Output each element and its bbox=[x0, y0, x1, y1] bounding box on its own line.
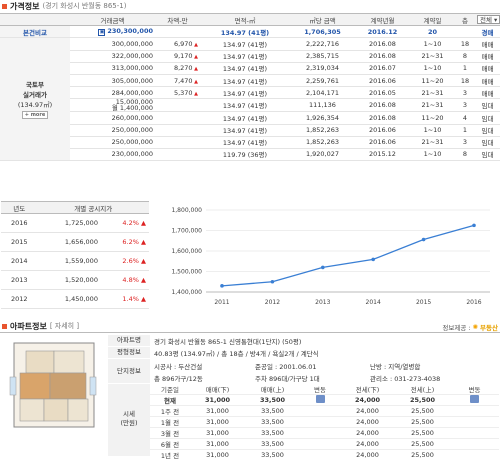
price-row: 322,000,000 9,170 ▲ 134.97 (41평) 2,385,715 2… bbox=[0, 50, 500, 63]
floorplan-image bbox=[9, 342, 97, 428]
x-tick-label: 2011 bbox=[214, 299, 229, 306]
col-ym: 계약년월 bbox=[355, 12, 410, 27]
more-button[interactable]: + more bbox=[21, 111, 49, 120]
data-point bbox=[321, 265, 325, 270]
quote-row: 1월 전 31,000 33,500 24,000 25,500 bbox=[150, 416, 499, 428]
up-arrow-icon: ▲ bbox=[192, 54, 198, 61]
quote-row: 1주 전 31,000 33,500 24,000 25,500 bbox=[150, 405, 499, 417]
change-indicator-icon bbox=[470, 395, 479, 403]
col-floor: 층 bbox=[455, 12, 475, 27]
official-row: 2016 1,725,000 4.2% ▲ bbox=[1, 213, 149, 233]
price-row: 15,000,000 월 1,400,000 134.97 (41평) 111,136… bbox=[0, 98, 500, 113]
price-table: 거래금액 차액-만 면적-㎡ ㎡당 금액 계약년월 계약일 층 전체 ▾ 본건비… bbox=[0, 12, 500, 162]
up-arrow-icon: ▲ bbox=[192, 66, 198, 73]
official-row: 2013 1,520,000 4.8% ▲ bbox=[1, 270, 149, 290]
reference-icon: ▣ bbox=[98, 29, 106, 37]
bullet-icon bbox=[2, 323, 7, 329]
data-point bbox=[270, 279, 275, 284]
up-arrow-icon: ▲ bbox=[192, 41, 198, 48]
apt-area: 40.83평 (134.97㎡) / 총 18층 / 방4개 / 욕실2개 / … bbox=[154, 350, 319, 358]
change-indicator-icon bbox=[315, 395, 325, 403]
sun-icon: ✺ bbox=[472, 323, 479, 331]
quote-row: 6월 전 31,000 33,500 24,000 25,500 bbox=[150, 438, 499, 450]
data-point bbox=[472, 223, 476, 228]
x-tick-label: 2016 bbox=[466, 299, 481, 306]
y-tick-label: 1,600,000 bbox=[171, 248, 202, 255]
up-arrow-icon: ▲ bbox=[138, 219, 146, 227]
price-section-title: 가격정보 (경기 화성시 반월동 865-1) bbox=[2, 0, 126, 12]
quote-table: 기준일 매매(下) 매매(上) 변동 전세(下) 전세(上) 변동 현재 31,000 33,5… bbox=[150, 384, 499, 460]
type-filter-select[interactable]: 전체 ▾ bbox=[477, 15, 500, 25]
x-tick-label: 2013 bbox=[315, 299, 330, 306]
price-row: 250,000,000 134.97 (41평) 1,852,263 2016.06 1… bbox=[0, 124, 500, 137]
quote-row: 1년 전 31,000 33,500 24,000 25,500 bbox=[150, 449, 499, 460]
up-arrow-icon: ▲ bbox=[192, 78, 198, 85]
col-day: 계약일 bbox=[410, 12, 455, 27]
up-arrow-icon: ▲ bbox=[138, 276, 146, 284]
official-row: 2012 1,450,000 1.4% ▲ bbox=[1, 289, 149, 309]
col-amount: 거래금액 bbox=[70, 12, 155, 27]
ref-label: 본건비교 bbox=[0, 25, 70, 39]
y-tick-label: 1,800,000 bbox=[171, 207, 202, 214]
x-tick-label: 2012 bbox=[265, 299, 280, 306]
col-per-m2: ㎡당 금액 bbox=[290, 12, 355, 27]
apt-name: 경기 화성시 반월동 865-1 신영통현대(1단지) (50평) bbox=[154, 338, 302, 346]
official-row: 2015 1,656,000 6.2% ▲ bbox=[1, 232, 149, 252]
x-tick-label: 2014 bbox=[366, 299, 381, 306]
info-provider: 정보제공 : ✺ 부동산 bbox=[442, 323, 498, 332]
col-area: 면적-㎡ bbox=[200, 12, 290, 27]
y-tick-label: 1,400,000 bbox=[171, 289, 202, 296]
data-point bbox=[220, 284, 224, 288]
series-line bbox=[221, 224, 475, 287]
bullet-icon bbox=[2, 3, 7, 9]
price-row: 284,000,000 5,370 ▲ 134.97 (41평) 2,104,171 2… bbox=[0, 86, 500, 100]
price-row: 313,000,000 8,270 ▲ 134.97 (41평) 2,319,034 2… bbox=[0, 62, 500, 75]
apt-detail-link[interactable]: [ 자세히 ] bbox=[49, 322, 80, 330]
up-arrow-icon: ▲ bbox=[138, 257, 146, 265]
official-row: 2014 1,559,000 2.6% ▲ bbox=[1, 251, 149, 271]
y-tick-label: 1,500,000 bbox=[171, 269, 202, 276]
reference-row: 본건비교 ▣ 230,300,000 134.97 (41평) 1,706,305… bbox=[0, 25, 500, 39]
price-table-header: 거래금액 차액-만 면적-㎡ ㎡당 금액 계약년월 계약일 층 전체 ▾ bbox=[0, 12, 500, 27]
y-tick-label: 1,700,000 bbox=[171, 228, 202, 235]
apt-section-title: 아파트정보 [ 자세히 ] bbox=[2, 320, 79, 332]
up-arrow-icon: ▲ bbox=[192, 90, 198, 97]
price-row: 국토부 실거래가 (134.97㎡) + more 300,000,000 6,970 ▲… bbox=[0, 37, 500, 162]
official-price-table: 년도 개별 공시지가 2016 1,725,000 4.2% ▲ 2015 1,656,… bbox=[1, 201, 149, 309]
quote-row: 3월 전 31,000 33,500 24,000 25,500 bbox=[150, 427, 499, 439]
col-diff: 차액-만 bbox=[155, 12, 200, 27]
up-arrow-icon: ▲ bbox=[138, 295, 146, 303]
x-tick-label: 2015 bbox=[416, 299, 431, 306]
quote-row: 현재 31,000 33,500 24,000 25,500 bbox=[150, 394, 499, 406]
price-row: 250,000,000 134.97 (41평) 1,852,263 2016.06 2… bbox=[0, 136, 500, 149]
official-price-chart: 1,800,000 1,700,000 1,600,000 1,500,000 1,40… bbox=[171, 207, 490, 306]
price-row: 305,000,000 7,470 ▲ 134.97 (41평) 2,259,761 2… bbox=[0, 74, 500, 88]
price-row: 230,000,000 119.79 (36평) 1,920,027 2015.12 1… bbox=[0, 148, 500, 162]
up-arrow-icon: ▲ bbox=[138, 238, 146, 246]
apt-info-box: 아파트명 경기 화성시 반월동 865-1 신영통현대(1단지) (50평) 평… bbox=[0, 332, 500, 460]
molit-label: 국토부 실거래가 (134.97㎡) + more bbox=[0, 37, 70, 162]
data-point bbox=[421, 237, 426, 242]
data-point bbox=[371, 257, 375, 262]
price-row: 260,000,000 134.97 (41평) 1,926,354 2016.08 1… bbox=[0, 111, 500, 125]
